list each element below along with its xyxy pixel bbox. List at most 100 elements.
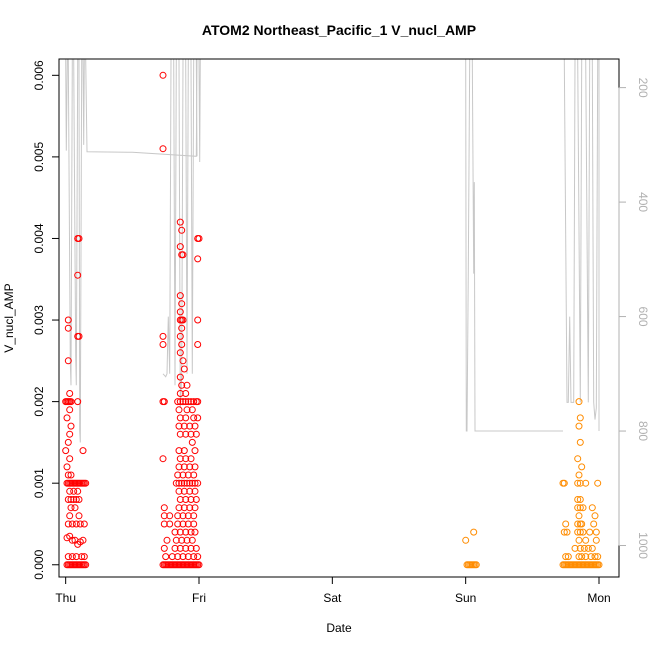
data-point — [187, 528, 195, 536]
data-point — [64, 553, 72, 561]
data-point — [584, 544, 592, 552]
data-point — [576, 528, 584, 536]
data-point — [582, 536, 590, 544]
data-point — [76, 520, 84, 528]
data-point — [576, 504, 584, 512]
data-point — [186, 422, 194, 430]
data-point — [174, 520, 182, 528]
data-point — [179, 316, 187, 324]
data-point — [188, 438, 196, 446]
data-point — [592, 528, 600, 536]
data-point — [588, 544, 596, 552]
data-point — [68, 536, 76, 544]
data-point — [182, 390, 190, 397]
data-point — [186, 463, 194, 471]
data-point — [183, 381, 191, 389]
data-point — [194, 479, 202, 487]
data-point — [176, 398, 184, 406]
data-point — [576, 414, 584, 422]
data-point — [67, 496, 75, 503]
data-point — [176, 292, 184, 300]
data-point — [191, 447, 199, 455]
data-point — [171, 544, 179, 552]
data-point — [178, 381, 186, 389]
y-tick-label: 0.006 — [32, 60, 46, 90]
x-tick-label: Mon — [587, 591, 610, 605]
data-point — [66, 390, 74, 397]
data-point — [191, 479, 199, 487]
data-point — [562, 553, 570, 561]
data-point — [64, 357, 72, 365]
data-point — [591, 553, 599, 561]
data-point — [182, 414, 190, 422]
data-point — [190, 553, 198, 561]
data-point — [191, 504, 199, 512]
data-point — [190, 398, 198, 406]
data-point — [184, 512, 192, 520]
data-point — [163, 536, 171, 544]
data-point — [191, 463, 199, 471]
data-point — [574, 455, 582, 463]
data-point — [66, 512, 74, 520]
data-point — [67, 422, 75, 430]
data-point — [178, 479, 186, 487]
data-point — [176, 496, 184, 503]
data-point — [63, 463, 71, 471]
data-point — [182, 496, 190, 503]
data-point — [194, 341, 202, 348]
data-point — [178, 341, 186, 348]
data-point — [176, 332, 184, 340]
data-point — [195, 235, 203, 242]
data-point — [182, 430, 190, 438]
data-point — [64, 438, 72, 446]
data-point — [178, 300, 186, 308]
y-tick-label: 0.000 — [32, 549, 46, 579]
data-point — [472, 561, 480, 569]
data-point — [160, 544, 168, 552]
data-point — [194, 255, 202, 263]
data-point — [175, 422, 183, 430]
data-point — [182, 398, 190, 406]
data-point — [184, 398, 192, 406]
right-tick-label: 400 — [636, 192, 650, 212]
data-point — [176, 430, 184, 438]
data-point — [64, 324, 72, 332]
data-point — [194, 316, 202, 324]
x-tick-label: Fri — [192, 591, 206, 605]
y-axis: 0.000 0.001 0.002 0.003 0.004 0.005 0.006 — [32, 60, 60, 580]
data-point — [180, 487, 188, 495]
data-point — [66, 406, 74, 414]
data-point — [575, 553, 583, 561]
data-point — [187, 455, 195, 463]
data-point — [575, 471, 583, 479]
data-point — [560, 479, 568, 487]
data-point — [182, 455, 190, 463]
data-point — [591, 512, 599, 520]
y-tick-label: 0.004 — [32, 223, 46, 253]
data-point — [68, 553, 76, 561]
data-point — [179, 520, 187, 528]
data-point — [184, 520, 192, 528]
data-point — [176, 308, 184, 316]
data-point — [562, 520, 570, 528]
data-point — [175, 487, 183, 495]
data-point — [178, 226, 186, 234]
x-axis: Thu Fri Sat Sun Mon — [55, 576, 611, 605]
data-point — [179, 251, 187, 259]
data-point — [194, 414, 202, 422]
data-point — [188, 479, 196, 487]
data-point — [592, 536, 600, 544]
data-point — [82, 479, 90, 487]
data-point — [190, 471, 198, 479]
data-point — [159, 455, 167, 463]
data-point — [183, 536, 191, 544]
data-point — [576, 479, 584, 487]
data-point — [75, 512, 83, 520]
y-tick-label: 0.003 — [32, 305, 46, 335]
data-point — [578, 520, 586, 528]
data-point — [191, 528, 199, 536]
data-point — [191, 487, 199, 495]
data-point — [71, 504, 79, 512]
data-point — [595, 561, 603, 569]
data-point — [194, 398, 202, 406]
